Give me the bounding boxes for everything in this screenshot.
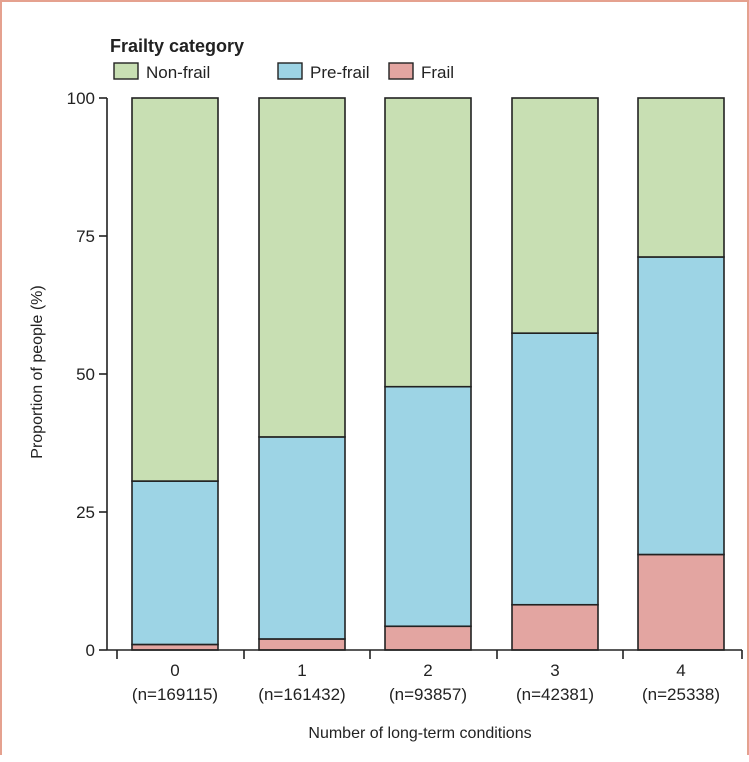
x-axis-label: Number of long-term conditions	[308, 725, 531, 742]
bars	[131, 97, 725, 651]
bar-pre-frail-1	[258, 436, 346, 640]
x-tick-label: 2	[423, 661, 432, 680]
bar-frail-0	[131, 643, 219, 651]
x-category-count: (n=93857)	[389, 685, 467, 704]
legend-title: Frailty category	[110, 36, 244, 56]
y-tick-label: 25	[76, 503, 95, 522]
x-tick-label: 0	[170, 661, 179, 680]
bar-non-frail-2	[384, 97, 472, 388]
y-axis: 0 25 50 75 100	[67, 89, 108, 660]
bar-frail-3	[511, 603, 599, 651]
legend-swatch-non-frail	[113, 62, 139, 80]
legend-swatch-pre-frail	[277, 62, 303, 80]
y-tick-label: 75	[76, 227, 95, 246]
legend-label-frail: Frail	[421, 63, 454, 82]
y-tick-label: 0	[86, 641, 95, 660]
legend-swatch-frail	[388, 62, 414, 80]
bar-non-frail-4	[637, 97, 725, 258]
x-category-count: (n=169115)	[132, 685, 218, 704]
bar-non-frail-0	[131, 97, 219, 482]
bar-pre-frail-4	[637, 256, 725, 556]
x-tick-label: 1	[297, 661, 306, 680]
bar-pre-frail-3	[511, 332, 599, 606]
x-tick-label: 4	[676, 661, 685, 680]
x-category-count: (n=42381)	[516, 685, 594, 704]
bar-non-frail-1	[258, 97, 346, 438]
y-axis-label: Proportion of people (%)	[29, 285, 46, 458]
bar-non-frail-3	[511, 97, 599, 334]
bar-pre-frail-2	[384, 385, 472, 628]
legend-label-pre-frail: Pre-frail	[310, 63, 370, 82]
x-category-count: (n=25338)	[642, 685, 720, 704]
y-tick-label: 100	[67, 89, 95, 108]
bar-frail-4	[637, 553, 725, 651]
bar-frail-1	[258, 638, 346, 651]
legend: Non-frail Pre-frail Frail	[113, 62, 454, 82]
x-axis: 0 (n=169115) 1 (n=161432) 2 (n=93857) 3 (n=4238…	[107, 649, 743, 704]
bar-frail-2	[384, 625, 472, 651]
y-tick-label: 50	[76, 365, 95, 384]
x-tick-label: 3	[550, 661, 559, 680]
x-category-count: (n=161432)	[258, 685, 345, 704]
bar-pre-frail-0	[131, 480, 219, 646]
legend-label-non-frail: Non-frail	[146, 63, 210, 82]
